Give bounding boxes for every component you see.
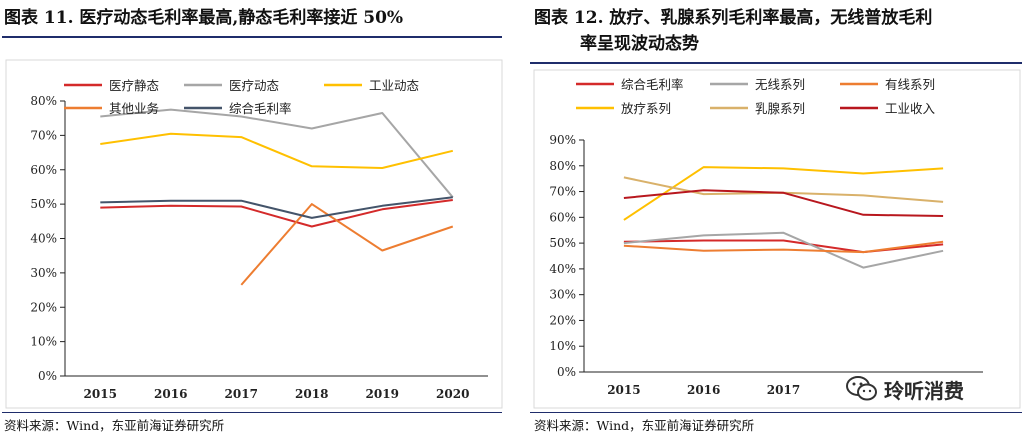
right-legend-label-4: 放疗系列: [621, 101, 671, 116]
right-y-tick-label: 0%: [557, 365, 576, 379]
left-y-tick-label: 70%: [30, 128, 57, 142]
right-y-tick-label: 80%: [549, 159, 576, 173]
right-chart-title-line2: 率呈现波动态势: [580, 34, 699, 54]
left-series-line-2: [100, 108, 454, 198]
right-chart-frame: [533, 69, 1021, 409]
right-y-tick-label: 60%: [549, 210, 576, 224]
wechat-icon: [846, 376, 877, 401]
left-y-tick-label: 80%: [30, 94, 57, 108]
right-series-line-4: [623, 166, 944, 221]
right-series-line-5: [623, 176, 944, 203]
right-series-line-3: [623, 240, 944, 254]
right-y-tick-label: 10%: [549, 339, 576, 353]
right-legend-label-3: 有线系列: [885, 77, 935, 92]
left-legend-label-3: 工业动态: [369, 78, 419, 93]
right-y-tick-label: 90%: [549, 133, 576, 147]
right-legend-label-6: 工业收入: [885, 101, 936, 116]
left-y-tick-label: 60%: [30, 163, 57, 177]
right-legend-label-5: 乳腺系列: [755, 101, 805, 116]
right-series-line-6: [623, 189, 944, 217]
right-chart-title-line1: 图表 12. 放疗、乳腺系列毛利率最高，无线普放毛利: [534, 8, 933, 28]
left-legend-label-2: 医疗动态: [229, 78, 279, 93]
left-source-note: 资料来源：Wind，东亚前海证券研究所: [4, 418, 225, 433]
left-series-line-3: [100, 132, 454, 169]
left-y-tick-label: 50%: [30, 197, 57, 211]
right-x-tick-label: 2017: [767, 383, 800, 397]
left-series-line-4: [240, 203, 454, 286]
right-legend-label-1: 综合毛利率: [621, 77, 684, 92]
left-x-tick-label: 2020: [436, 387, 469, 401]
left-x-tick-label: 2015: [84, 387, 117, 401]
right-line-chart: 0% 10% 20% 30% 40% 50% 60% 70% 80% 90% 2015 2016 201…: [533, 69, 1021, 409]
right-y-tick-label: 20%: [549, 313, 576, 327]
left-y-tick-label: 10%: [30, 335, 57, 349]
watermark-text: 玲听消费: [884, 379, 964, 403]
left-x-tick-label: 2016: [154, 387, 187, 401]
right-title-rule: [530, 62, 1022, 64]
right-x-tick-label: 2016: [687, 383, 720, 397]
right-source-rule: [530, 412, 1022, 413]
watermark: 玲听消费: [836, 372, 1016, 406]
right-source-note: 资料来源：Wind，东亚前海证券研究所: [534, 418, 755, 433]
right-series-line-2: [623, 231, 944, 269]
right-chart-panel: 图表 12. 放疗、乳腺系列毛利率最高，无线普放毛利 率呈现波动态势 0% 10%…: [528, 0, 1026, 434]
left-legend-label-4: 其他业务: [109, 101, 159, 116]
left-chart-frame: [5, 59, 503, 409]
left-y-tick-label: 30%: [30, 266, 57, 280]
left-y-tick-label: 0%: [38, 369, 57, 383]
left-series-line-1: [100, 199, 453, 228]
left-x-tick-label: 2019: [366, 387, 399, 401]
left-x-tick-label: 2018: [295, 387, 328, 401]
right-x-tick-label: 2015: [607, 383, 640, 397]
left-title-rule: [2, 36, 502, 38]
left-chart-title: 图表 11. 医疗动态毛利率最高,静态毛利率接近 50%: [4, 8, 404, 28]
right-y-tick-label: 40%: [549, 262, 576, 276]
right-y-tick-label: 30%: [549, 288, 576, 302]
left-series-line-5: [100, 196, 453, 219]
right-y-tick-label: 70%: [549, 185, 576, 199]
right-legend-label-2: 无线系列: [755, 77, 805, 92]
left-line-chart: 0% 10% 20% 30% 40% 50% 60% 70% 80% 2015 2016 2017 20…: [5, 59, 503, 409]
left-y-tick-label: 40%: [30, 232, 57, 246]
left-legend-label-1: 医疗静态: [109, 78, 159, 93]
left-source-rule: [2, 412, 502, 413]
left-y-tick-label: 20%: [30, 300, 57, 314]
left-x-tick-label: 2017: [225, 387, 258, 401]
left-legend-label-5: 综合毛利率: [229, 101, 292, 116]
left-chart-panel: 图表 11. 医疗动态毛利率最高,静态毛利率接近 50% 0% 10% 20% 30%…: [0, 0, 508, 434]
right-y-tick-label: 50%: [549, 236, 576, 250]
